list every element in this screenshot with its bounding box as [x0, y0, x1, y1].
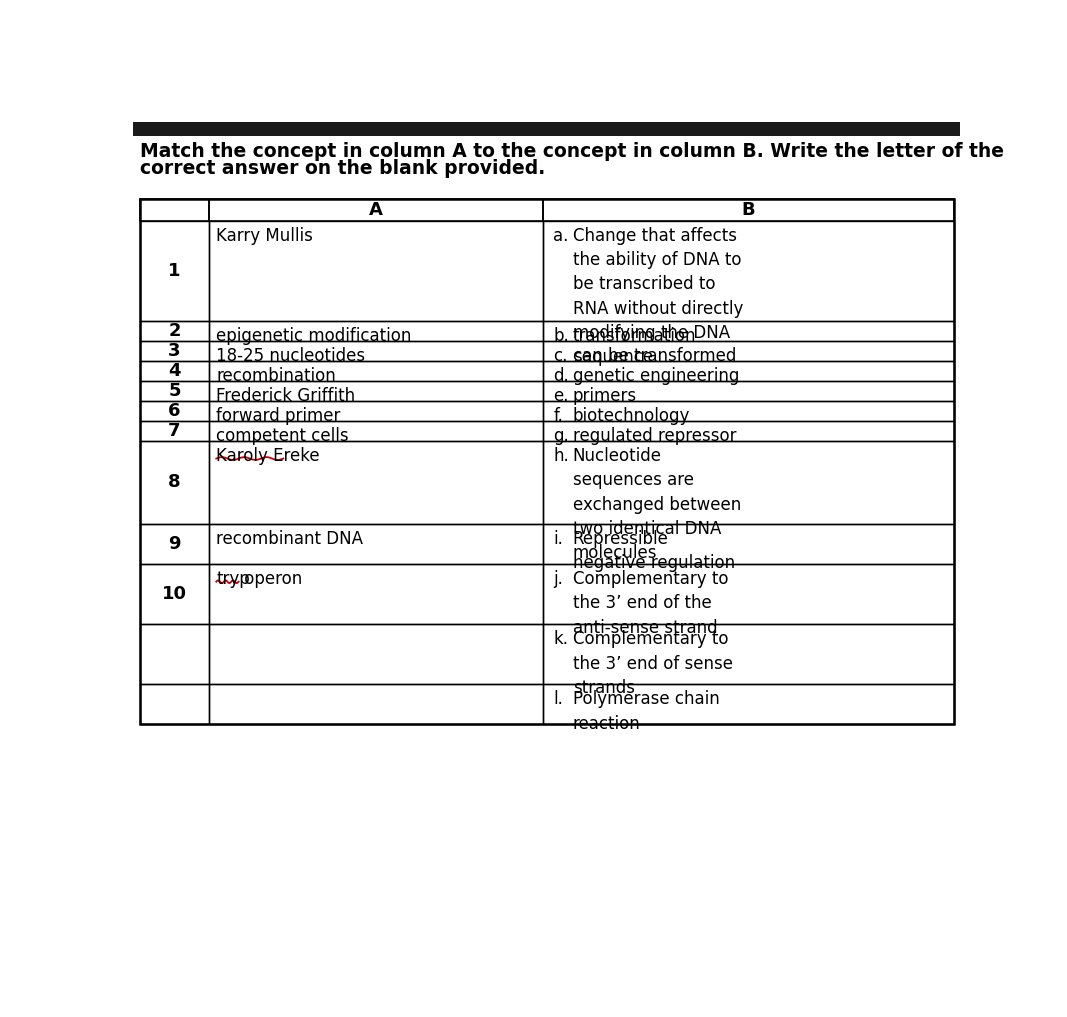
Text: l.: l. — [554, 691, 563, 708]
Bar — [543, 320, 954, 341]
Bar — [209, 320, 543, 341]
Bar — [543, 199, 954, 221]
Bar — [543, 684, 954, 724]
Bar — [209, 221, 543, 320]
Text: recombinant DNA: recombinant DNA — [217, 530, 363, 548]
Text: 9: 9 — [169, 535, 180, 553]
Bar — [209, 361, 543, 380]
Text: 6: 6 — [169, 402, 180, 420]
Text: c.: c. — [554, 347, 568, 365]
Text: recombination: recombination — [217, 367, 336, 384]
Bar — [543, 524, 954, 564]
Bar — [543, 421, 954, 440]
Bar — [140, 440, 209, 524]
Bar — [140, 380, 209, 401]
Bar — [140, 320, 209, 341]
Text: Repressible
negative regulation: Repressible negative regulation — [573, 530, 735, 573]
Bar — [209, 440, 543, 524]
Bar — [140, 421, 209, 440]
Bar — [140, 341, 209, 361]
Text: g.: g. — [554, 427, 569, 445]
Text: 2: 2 — [169, 321, 180, 340]
Text: Nucleotide
sequences are
exchanged between
two identical DNA
molecules: Nucleotide sequences are exchanged betwe… — [573, 447, 742, 562]
Text: forward primer: forward primer — [217, 407, 340, 425]
Bar — [140, 401, 209, 421]
Bar — [209, 564, 543, 624]
Text: can be transformed: can be transformed — [573, 347, 736, 365]
Bar — [209, 624, 543, 684]
Text: d.: d. — [554, 367, 569, 384]
Text: j.: j. — [554, 571, 563, 588]
Text: correct answer on the blank provided.: correct answer on the blank provided. — [140, 159, 545, 178]
Text: 4: 4 — [169, 362, 180, 379]
Text: A: A — [369, 200, 383, 219]
Text: Karry Mullis: Karry Mullis — [217, 227, 314, 245]
Bar — [543, 564, 954, 624]
Bar — [140, 624, 209, 684]
Text: e.: e. — [554, 386, 569, 405]
Text: 18-25 nucleotides: 18-25 nucleotides — [217, 347, 365, 365]
Text: tryp: tryp — [217, 571, 250, 588]
Bar — [543, 380, 954, 401]
Text: Karoly Ereke: Karoly Ereke — [217, 447, 320, 465]
Text: Complementary to
the 3’ end of sense
strands: Complementary to the 3’ end of sense str… — [573, 631, 733, 697]
Bar — [140, 564, 209, 624]
Text: 8: 8 — [169, 473, 180, 491]
Text: h.: h. — [554, 447, 569, 465]
Bar — [543, 440, 954, 524]
Bar — [543, 361, 954, 380]
Text: Polymerase chain
reaction: Polymerase chain reaction — [573, 691, 719, 732]
Bar — [209, 524, 543, 564]
Text: operon: operon — [239, 571, 302, 588]
Text: 5: 5 — [169, 381, 180, 400]
Text: i.: i. — [554, 530, 563, 548]
Text: transformation: transformation — [573, 326, 697, 345]
Text: biotechnology: biotechnology — [573, 407, 690, 425]
Bar — [140, 199, 954, 724]
Text: Frederick Griffith: Frederick Griffith — [217, 386, 355, 405]
Text: B: B — [742, 200, 755, 219]
Text: Change that affects
the ability of DNA to
be transcribed to
RNA without directly: Change that affects the ability of DNA t… — [573, 227, 744, 366]
Text: epigenetic modification: epigenetic modification — [217, 326, 412, 345]
Text: f.: f. — [554, 407, 563, 425]
Text: regulated repressor: regulated repressor — [573, 427, 736, 445]
Bar — [209, 421, 543, 440]
Bar — [140, 524, 209, 564]
Bar — [209, 199, 543, 221]
Text: 10: 10 — [162, 585, 187, 603]
Bar — [543, 401, 954, 421]
Text: 3: 3 — [169, 342, 180, 360]
Text: Complementary to
the 3’ end of the
anti-sense strand: Complementary to the 3’ end of the anti-… — [573, 571, 729, 637]
Bar — [209, 341, 543, 361]
Bar — [140, 684, 209, 724]
Bar — [140, 221, 209, 320]
Bar — [140, 361, 209, 380]
Text: b.: b. — [554, 326, 569, 345]
Bar — [209, 684, 543, 724]
Bar — [543, 624, 954, 684]
Text: k.: k. — [554, 631, 569, 648]
Bar — [209, 401, 543, 421]
Bar — [543, 221, 954, 320]
Text: 1: 1 — [169, 261, 180, 280]
Text: a.: a. — [554, 227, 569, 245]
Text: Match the concept in column A to the concept in column B. Write the letter of th: Match the concept in column A to the con… — [140, 142, 1004, 161]
Bar — [140, 199, 209, 221]
Bar — [133, 122, 960, 136]
Text: 7: 7 — [169, 422, 180, 439]
Bar — [543, 341, 954, 361]
Text: primers: primers — [573, 386, 637, 405]
Text: competent cells: competent cells — [217, 427, 349, 445]
Text: genetic engineering: genetic engineering — [573, 367, 739, 384]
Bar — [209, 380, 543, 401]
